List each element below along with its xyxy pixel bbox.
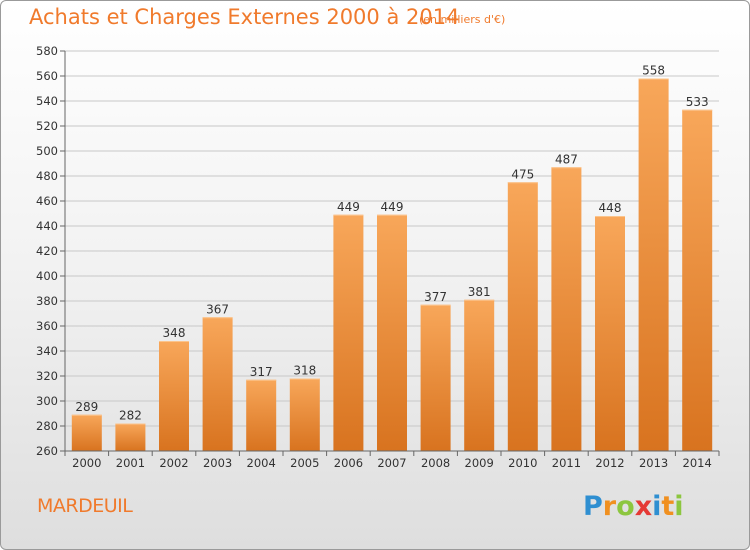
- x-tick-label: 2012: [595, 456, 624, 470]
- bar-value-label: 348: [163, 326, 186, 340]
- y-tick-label: 580: [36, 44, 58, 58]
- bar-value-label: 448: [599, 201, 622, 215]
- x-tick-label: 2009: [465, 456, 494, 470]
- x-tick-label: 2003: [203, 456, 232, 470]
- bar: [71, 414, 102, 451]
- location-label: MARDEUIL: [37, 495, 133, 517]
- bar-value-label: 381: [468, 285, 491, 299]
- x-tick-label: 2001: [116, 456, 145, 470]
- bar: [420, 304, 451, 451]
- y-tick-label: 540: [36, 94, 58, 108]
- logo-letter: t: [661, 491, 675, 522]
- x-tick-label: 2008: [421, 456, 450, 470]
- y-tick-label: 420: [36, 244, 58, 258]
- logo-letter: x: [634, 491, 653, 522]
- y-tick-label: 480: [36, 169, 58, 183]
- y-axis: 260 280 300 320 340 360 380 400 420 440 460 480 500 5…: [36, 44, 66, 458]
- bar: [507, 182, 538, 451]
- logo-letter: r: [602, 491, 617, 522]
- logo-letter: o: [616, 491, 635, 522]
- bar-value-label: 289: [75, 400, 98, 414]
- bar-value-label: 449: [381, 200, 404, 214]
- bar: [246, 379, 277, 451]
- bar-value-label: 487: [555, 152, 578, 166]
- proxiti-logo: Proxiti: [583, 491, 684, 522]
- chart-title: Achats et Charges Externes 2000 à 2014: [29, 5, 460, 29]
- bar: [595, 216, 625, 451]
- bar: [464, 299, 495, 451]
- x-tick-label: 2002: [159, 456, 188, 470]
- chart-subtitle: (en milliers d'€): [419, 13, 506, 26]
- x-tick-label: 2006: [334, 456, 363, 470]
- logo-letter: i: [652, 491, 662, 522]
- x-tick-label: 2004: [247, 456, 276, 470]
- bar: [682, 109, 713, 451]
- logo-letter: P: [583, 491, 603, 522]
- bar-value-label: 282: [119, 409, 142, 423]
- y-tick-label: 400: [36, 269, 58, 283]
- y-tick-label: 380: [36, 294, 58, 308]
- y-tick-label: 280: [36, 419, 58, 433]
- bar-value-label: 475: [511, 167, 534, 181]
- bar-value-label: 318: [293, 364, 316, 378]
- bar: [551, 167, 582, 451]
- bar: [289, 378, 320, 451]
- x-tick-label: 2005: [290, 456, 319, 470]
- bar: [115, 423, 146, 451]
- x-tick-label: 2007: [377, 456, 406, 470]
- bar: [159, 341, 189, 451]
- x-tick-label: 2014: [683, 456, 712, 470]
- x-tick-label: 2000: [72, 456, 101, 470]
- y-tick-label: 500: [36, 144, 58, 158]
- bar-value-label: 367: [206, 302, 229, 316]
- bar-value-label: 317: [250, 365, 273, 379]
- y-tick-label: 320: [36, 369, 58, 383]
- bar-value-label: 449: [337, 200, 360, 214]
- y-tick-label: 340: [36, 344, 58, 358]
- y-tick-label: 560: [36, 69, 58, 83]
- bar-value-label: 558: [642, 64, 665, 78]
- bars: 289 282 348 367 317 318 449 449 377 381 475 487 448 5…: [71, 64, 713, 451]
- logo-letter: i: [674, 491, 684, 522]
- bar: [202, 317, 233, 451]
- bar-value-label: 533: [686, 95, 709, 109]
- bar: [377, 214, 407, 451]
- x-tick-label: 2010: [508, 456, 537, 470]
- y-tick-label: 440: [36, 219, 58, 233]
- x-axis: 2000 2001 2002 2003 2004 2005 2006 2007 2008 2009…: [64, 450, 720, 470]
- x-tick-label: 2013: [639, 456, 668, 470]
- y-tick-label: 360: [36, 319, 58, 333]
- bar: [638, 78, 669, 451]
- x-tick-label: 2011: [552, 456, 581, 470]
- y-tick-label: 460: [36, 194, 58, 208]
- y-tick-label: 300: [36, 394, 58, 408]
- bar-value-label: 377: [424, 290, 447, 304]
- y-tick-label: 520: [36, 119, 58, 133]
- y-tick-label: 260: [36, 444, 58, 458]
- bar: [333, 214, 364, 451]
